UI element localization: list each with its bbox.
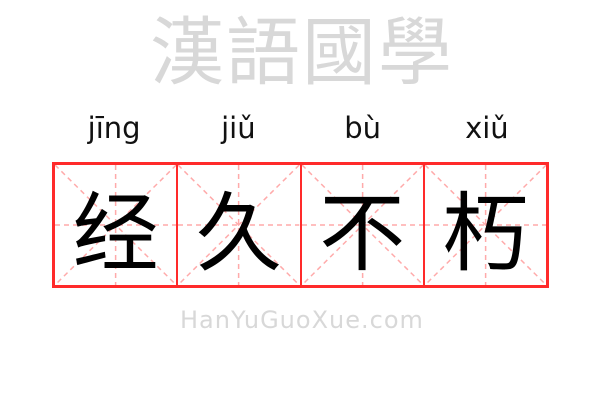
hanzi-2: 久 (195, 183, 282, 284)
hanzi-4: 朽 (442, 183, 529, 284)
guide-line (425, 165, 546, 285)
guide-lines (178, 165, 299, 285)
guide-line (55, 165, 176, 285)
grid-cell: 朽 (422, 165, 546, 285)
pinyin-row: jīng jiǔ bù xiǔ (52, 108, 549, 148)
guide-lines (302, 165, 423, 285)
watermark-url: HanYuGuoXue.com (180, 306, 424, 334)
grid-cell: 经 (55, 165, 176, 285)
hanzi-1: 经 (72, 183, 159, 284)
grid-cell: 久 (176, 165, 299, 285)
pinyin-2: jiǔ (221, 111, 256, 145)
guide-line (302, 165, 423, 285)
guide-line (178, 165, 299, 285)
pinyin-1: jīng (87, 111, 141, 145)
pinyin-4: xiǔ (465, 111, 509, 145)
hanzi-3: 不 (319, 183, 406, 284)
watermark-chinese: 漢語國學 (150, 10, 454, 96)
character-grid: 经 久 不 朽 (52, 162, 549, 288)
guide-lines (425, 165, 546, 285)
grid-cell: 不 (299, 165, 423, 285)
pinyin-3: bù (344, 111, 382, 145)
guide-lines (55, 165, 176, 285)
